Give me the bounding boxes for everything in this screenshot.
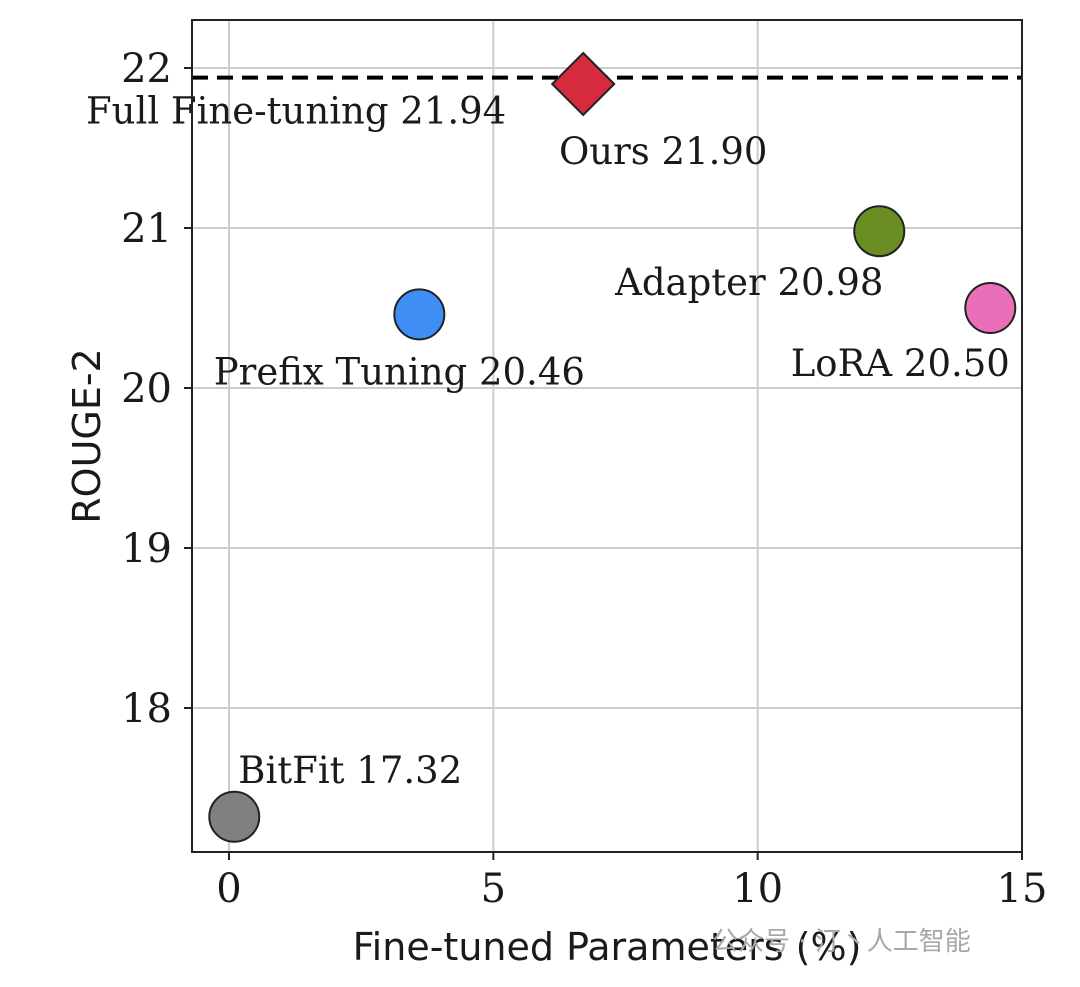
- x-tick-label: 0: [216, 866, 241, 912]
- y-tick-label: 18: [121, 686, 172, 732]
- point-ours: [550, 51, 616, 117]
- y-tick-label: 21: [121, 206, 172, 252]
- point-bitfit: [208, 790, 261, 843]
- label-bitfit: BitFit 17.32: [238, 749, 462, 792]
- point-adapter: [853, 205, 906, 258]
- y-tick-label: 20: [121, 366, 172, 412]
- data-points: [208, 51, 1017, 843]
- point-labels: BitFit 17.32 Prefix Tuning 20.46 Ours 21.9…: [86, 90, 1010, 792]
- plot-frame: [191, 19, 1023, 853]
- label-adapter: Adapter 20.98: [614, 261, 883, 304]
- y-tick-label: 22: [121, 46, 172, 92]
- y-axis-title: ROUGE-2: [65, 348, 109, 523]
- y-tick-label: 19: [121, 526, 172, 572]
- watermark-text: 公众号 · 汀丶人工智能: [712, 927, 971, 957]
- point-lora: [964, 282, 1017, 334]
- x-tick-label: 5: [481, 866, 506, 912]
- point-prefix: [393, 288, 446, 341]
- x-tick-label: 10: [732, 866, 783, 912]
- tick-labels: 0 5 10 15 18 19 20 21 22: [121, 46, 1047, 912]
- x-axis-title: Fine-tuned Parameters (%): [353, 925, 862, 969]
- label-full-finetuning: Full Fine-tuning 21.94: [86, 90, 506, 133]
- x-tick-label: 15: [997, 866, 1048, 912]
- label-ours: Ours 21.90: [559, 130, 768, 173]
- label-lora: LoRA 20.50: [791, 342, 1010, 385]
- label-prefix: Prefix Tuning 20.46: [214, 350, 585, 393]
